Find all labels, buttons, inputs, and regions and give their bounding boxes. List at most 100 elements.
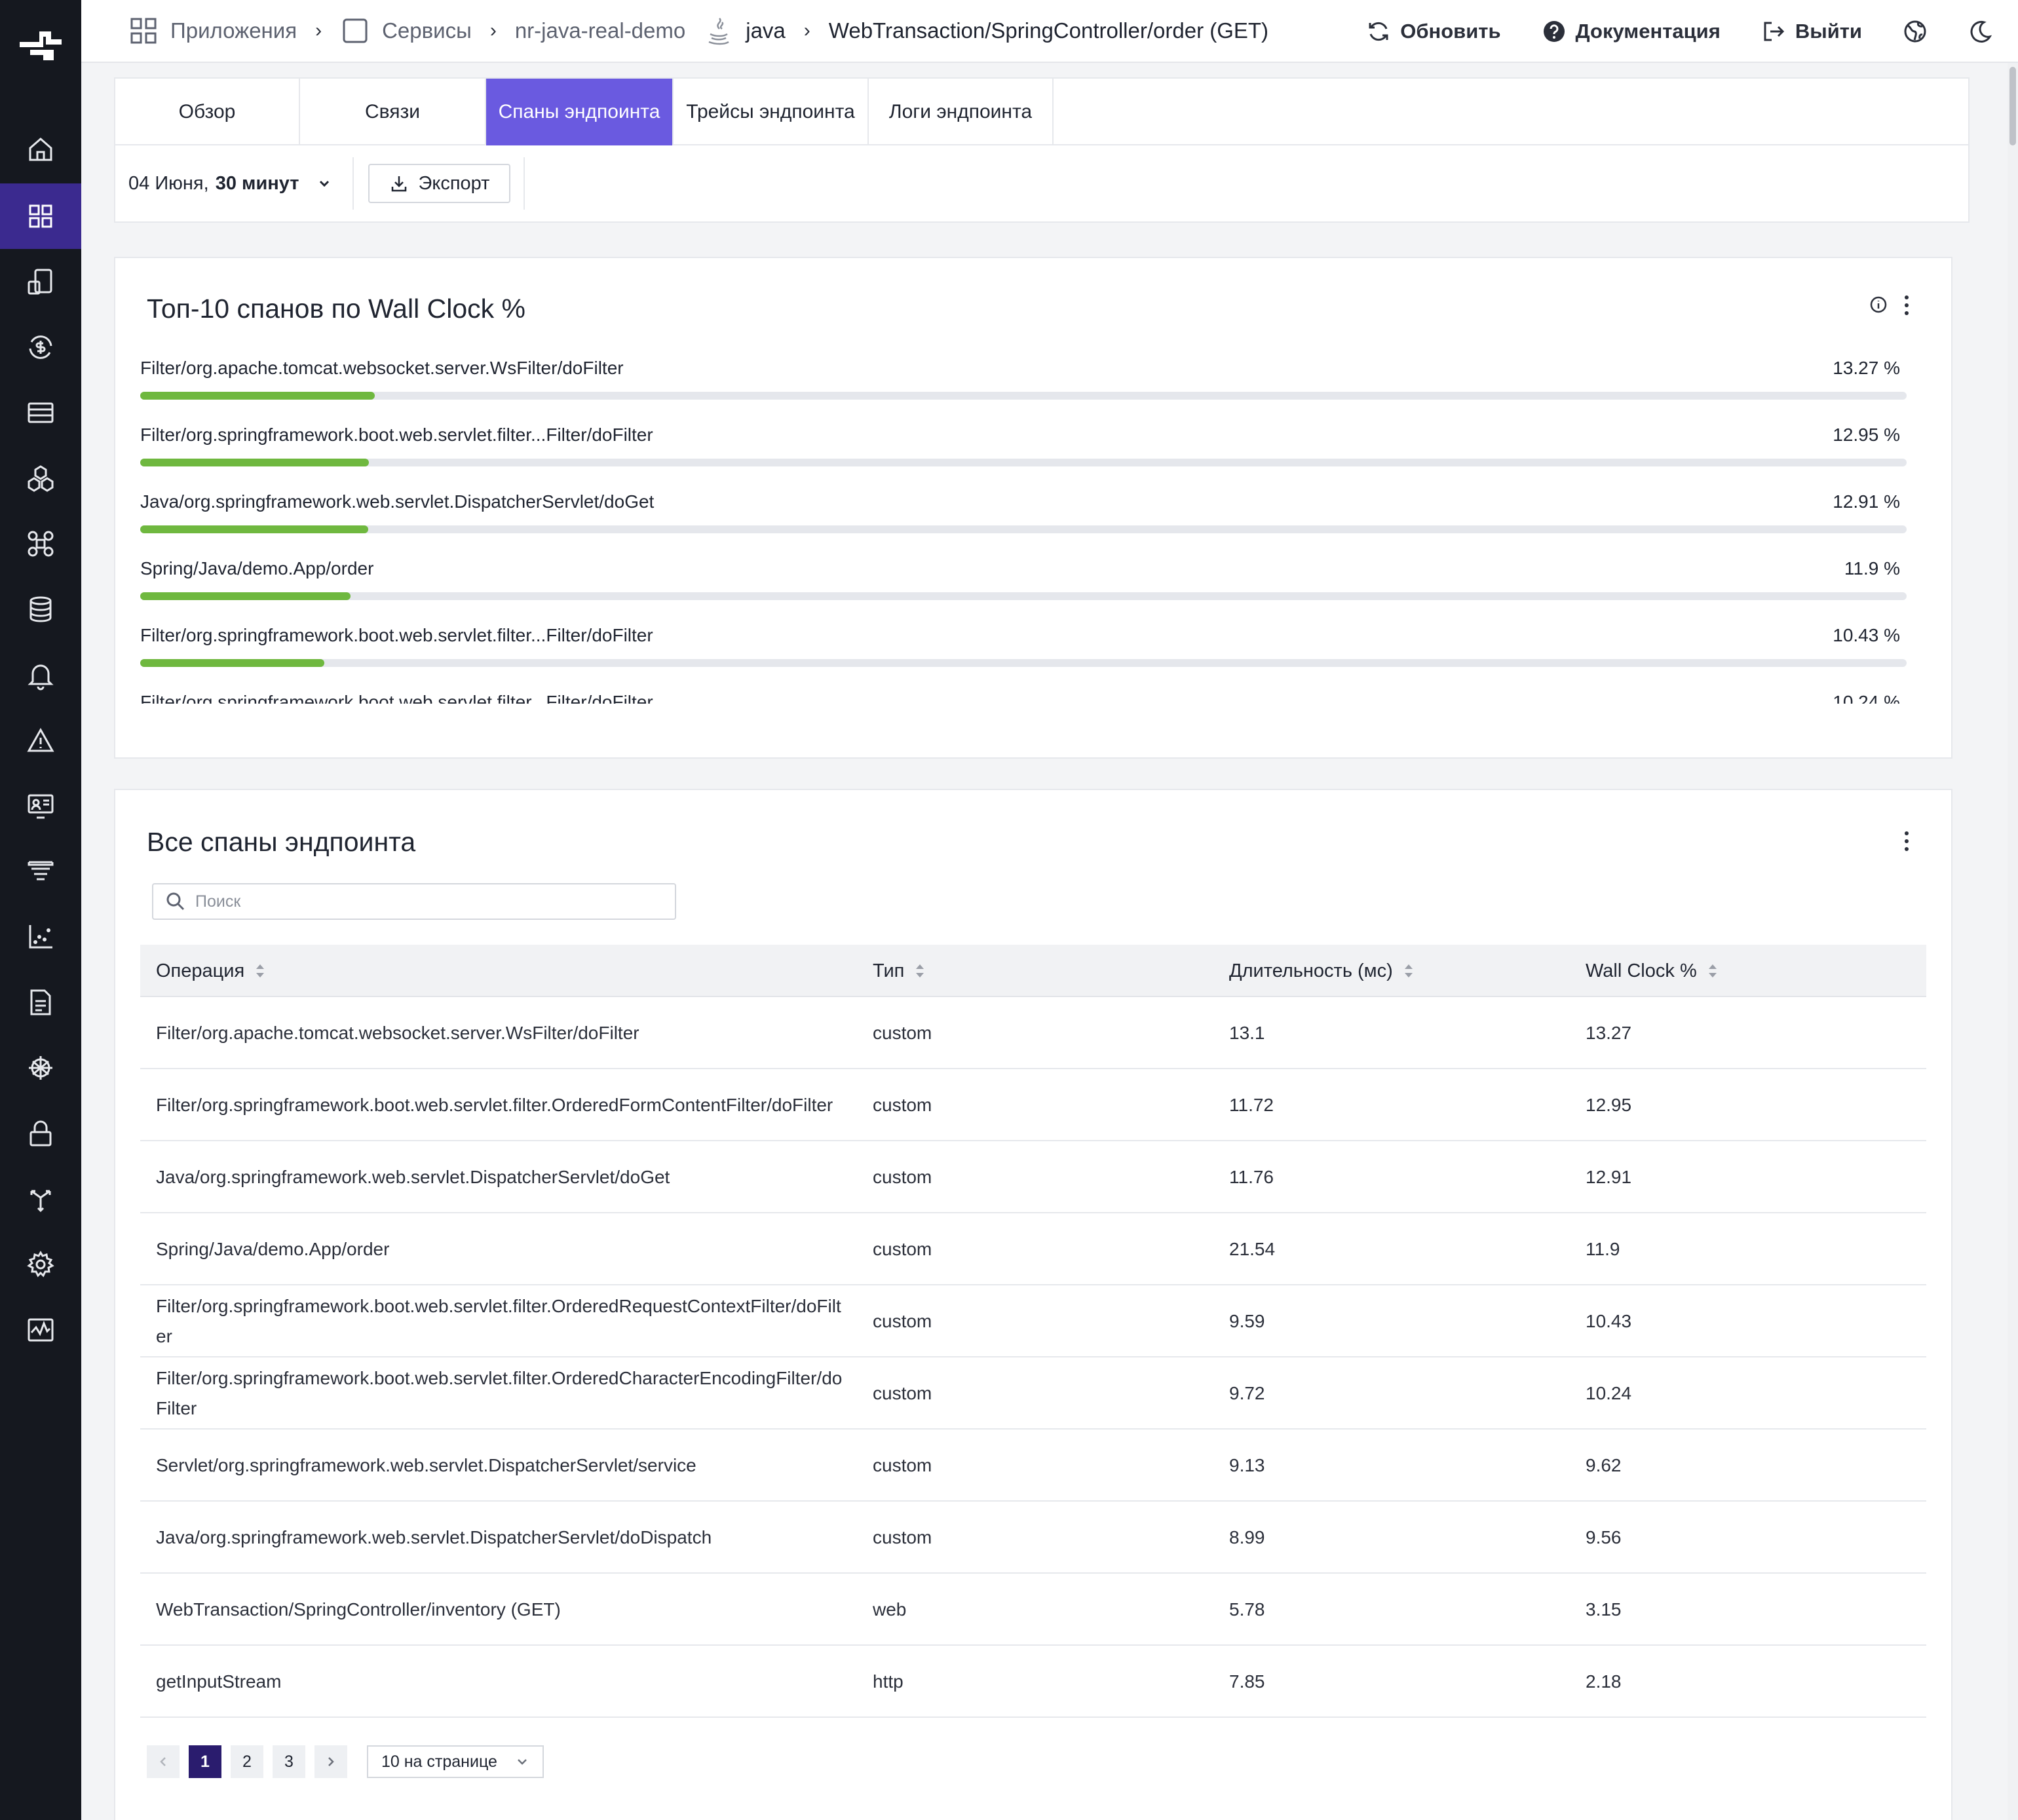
- filter-lines-icon: [28, 861, 54, 881]
- cell-type-text: http: [873, 1671, 904, 1692]
- tab-connections[interactable]: Связи: [300, 79, 486, 145]
- table-row[interactable]: Java/org.springframework.web.servlet.Dis…: [140, 1141, 1926, 1213]
- column-wall-clock[interactable]: Wall Clock %: [1586, 945, 1913, 997]
- logout-button[interactable]: Выйти: [1761, 19, 1862, 44]
- search-input[interactable]: [195, 892, 654, 911]
- cell-wall-clock: 2.18: [1586, 1646, 1913, 1718]
- nav-reports[interactable]: [0, 970, 81, 1035]
- cell-duration-text: 9.59: [1229, 1311, 1265, 1331]
- table-row[interactable]: Filter/org.apache.tomcat.websocket.serve…: [140, 997, 1926, 1069]
- span-bar-row[interactable]: Filter/org.springframework.boot.web.serv…: [140, 617, 1907, 684]
- table-row[interactable]: Filter/org.springframework.boot.web.serv…: [140, 1285, 1926, 1357]
- cell-type: web: [873, 1574, 1200, 1646]
- nav-activity[interactable]: [0, 1297, 81, 1363]
- span-bar-row[interactable]: Spring/Java/demo.App/order 11.9 %: [140, 550, 1907, 617]
- nav-metrics[interactable]: [0, 904, 81, 970]
- cell-type: custom: [873, 1430, 1200, 1502]
- range-label: 30 минут: [215, 172, 299, 194]
- nav-incidents[interactable]: [0, 708, 81, 773]
- kebab-menu-icon[interactable]: [1903, 829, 1911, 853]
- tab-label: Логи эндпоинта: [888, 101, 1033, 123]
- nav-network[interactable]: [0, 1166, 81, 1232]
- sort-icon: [916, 964, 924, 977]
- breadcrumb-services[interactable]: Сервисы: [340, 16, 472, 46]
- span-bar-fill: [140, 459, 370, 466]
- column-type[interactable]: Тип: [873, 945, 1200, 997]
- server-icon: [28, 402, 54, 423]
- nav-home[interactable]: [0, 117, 81, 182]
- span-bar-track: [140, 659, 1907, 667]
- logo-icon[interactable]: [17, 22, 64, 69]
- table-row[interactable]: getInputStream http 7.85 2.18: [140, 1646, 1926, 1718]
- nav-settings[interactable]: [0, 1232, 81, 1297]
- breadcrumb-applications[interactable]: Приложения: [128, 16, 297, 46]
- nav-devices[interactable]: [0, 249, 81, 314]
- cell-operation-text: Filter/org.springframework.boot.web.serv…: [156, 1368, 843, 1418]
- cell-duration: 21.54: [1229, 1213, 1557, 1285]
- prev-page-button[interactable]: [147, 1745, 180, 1778]
- chevron-right-icon: ›: [315, 20, 322, 41]
- breadcrumb-language[interactable]: java: [704, 16, 786, 46]
- cell-type-text: web: [873, 1599, 907, 1620]
- table-row[interactable]: Java/org.springframework.web.servlet.Dis…: [140, 1502, 1926, 1574]
- column-operation[interactable]: Операция: [156, 945, 850, 997]
- tab-label: Обзор: [178, 101, 236, 123]
- nav-clusters[interactable]: [0, 446, 81, 511]
- page-button[interactable]: 1: [189, 1745, 221, 1778]
- page-button[interactable]: 3: [273, 1745, 305, 1778]
- nav-alerts[interactable]: [0, 642, 81, 708]
- nav-databases[interactable]: [0, 577, 81, 642]
- table-row[interactable]: Spring/Java/demo.App/order custom 21.54 11.…: [140, 1213, 1926, 1285]
- nav-servers[interactable]: [0, 380, 81, 446]
- span-bar-row[interactable]: Filter/org.apache.tomcat.websocket.serve…: [140, 350, 1907, 417]
- cell-wall-clock-text: 9.62: [1586, 1455, 1622, 1475]
- cell-duration-text: 21.54: [1229, 1239, 1276, 1259]
- nav-ai[interactable]: [0, 1035, 81, 1101]
- docs-button[interactable]: Документация: [1542, 19, 1721, 44]
- page-scrollbar-thumb[interactable]: [2009, 67, 2016, 145]
- next-page-button[interactable]: [314, 1745, 347, 1778]
- cell-wall-clock-text: 2.18: [1586, 1671, 1622, 1692]
- nav-pipelines[interactable]: [0, 839, 81, 904]
- column-label: Тип: [873, 960, 905, 981]
- nav-applications[interactable]: [0, 183, 81, 249]
- nav-monitors[interactable]: [0, 773, 81, 839]
- table-row[interactable]: WebTransaction/SpringController/inventor…: [140, 1574, 1926, 1646]
- info-icon[interactable]: [1869, 295, 1888, 314]
- table-row[interactable]: Filter/org.springframework.boot.web.serv…: [140, 1069, 1926, 1141]
- refresh-icon: [1369, 22, 1388, 41]
- table-row[interactable]: Servlet/org.springframework.web.servlet.…: [140, 1430, 1926, 1502]
- breadcrumb-service-name[interactable]: nr-java-real-demo: [515, 18, 685, 43]
- kebab-menu-icon[interactable]: [1903, 294, 1911, 317]
- table-row[interactable]: Filter/org.springframework.boot.web.serv…: [140, 1357, 1926, 1430]
- cell-type-text: custom: [873, 1455, 932, 1475]
- tab-endpoint-logs[interactable]: Логи эндпоинта: [869, 79, 1054, 145]
- tab-endpoint-traces[interactable]: Трейсы эндпоинта: [674, 79, 869, 145]
- nav-transactions[interactable]: [0, 314, 81, 380]
- page-button[interactable]: 2: [231, 1745, 263, 1778]
- refresh-button[interactable]: Обновить: [1366, 19, 1501, 44]
- cell-duration: 9.59: [1229, 1285, 1557, 1357]
- language-button[interactable]: [1903, 19, 1928, 44]
- sort-icon: [256, 964, 265, 977]
- breadcrumb: Приложения › Сервисы › nr-java-real-demo…: [81, 16, 1268, 46]
- cell-operation: Java/org.springframework.web.servlet.Dis…: [156, 1141, 850, 1213]
- column-duration[interactable]: Длительность (мс): [1229, 945, 1557, 997]
- span-bar-row[interactable]: Filter/org.springframework.boot.web.serv…: [140, 684, 1907, 704]
- date-range-select[interactable]: 04 Июня, 30 минут: [128, 157, 354, 210]
- cell-duration: 5.78: [1229, 1574, 1557, 1646]
- span-bar-track: [140, 525, 1907, 533]
- export-button[interactable]: Экспорт: [368, 164, 511, 203]
- span-bar-row[interactable]: Filter/org.springframework.boot.web.serv…: [140, 417, 1907, 483]
- tab-overview[interactable]: Обзор: [115, 79, 300, 145]
- page-scrollbar[interactable]: [2008, 63, 2018, 1820]
- tab-endpoint-spans[interactable]: Спаны эндпоинта: [486, 79, 674, 145]
- nav-integrations[interactable]: [0, 511, 81, 577]
- cell-wall-clock-text: 12.95: [1586, 1095, 1632, 1115]
- per-page-select[interactable]: 10 на странице: [367, 1745, 544, 1778]
- theme-toggle[interactable]: [1968, 19, 1993, 44]
- nav-security[interactable]: [0, 1101, 81, 1166]
- cell-wall-clock-text: 10.24: [1586, 1383, 1632, 1403]
- span-bar-row[interactable]: Java/org.springframework.web.servlet.Dis…: [140, 483, 1907, 550]
- cell-wall-clock: 9.62: [1586, 1430, 1913, 1502]
